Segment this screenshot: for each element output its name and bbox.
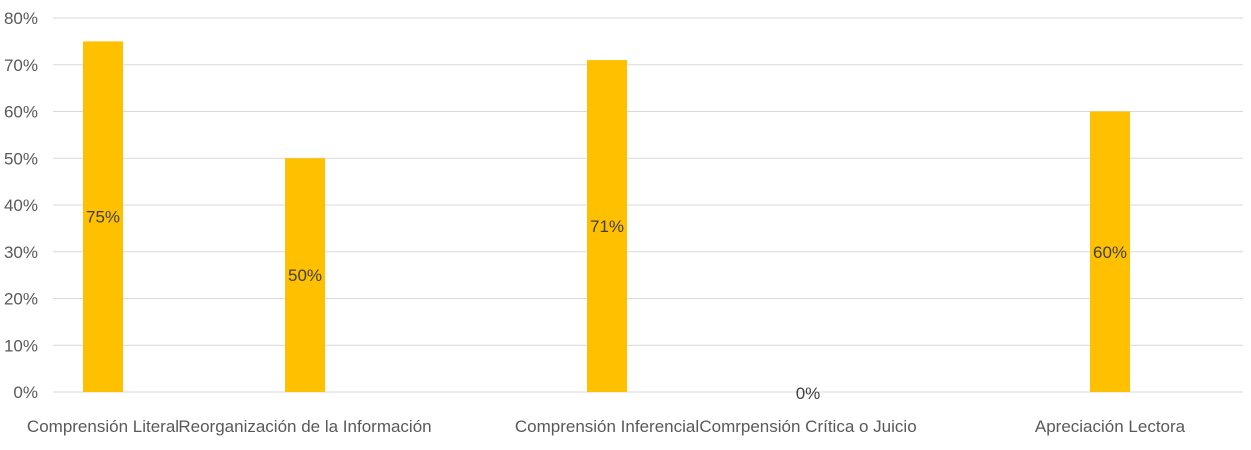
y-tick-label: 40%	[4, 196, 38, 215]
y-tick-label: 0%	[13, 383, 38, 402]
x-tick-label: Apreciación Lectora	[1035, 417, 1186, 436]
data-label: 75%	[86, 208, 120, 227]
y-tick-label: 20%	[4, 290, 38, 309]
y-tick-label: 70%	[4, 56, 38, 75]
x-tick-label: Comprensión Inferencial	[515, 417, 699, 436]
bar	[1090, 111, 1130, 392]
data-label: 50%	[288, 266, 322, 285]
x-axis-ticks: Comprensión Literal Reorganización de la …	[27, 417, 1186, 436]
y-tick-label: 50%	[4, 149, 38, 168]
bar	[285, 158, 325, 392]
bar	[83, 41, 123, 392]
x-tick-label: Comrpensión Crítica o Juicio	[699, 417, 916, 436]
data-label: 60%	[1093, 243, 1127, 262]
data-label: 0%	[796, 384, 821, 403]
data-label: 71%	[590, 217, 624, 236]
y-tick-label: 80%	[4, 9, 38, 28]
y-tick-label: 60%	[4, 103, 38, 122]
bar	[587, 60, 627, 392]
bars	[83, 41, 1130, 392]
x-tick-label: Comprensión Literal	[27, 417, 179, 436]
data-labels: 75% 50% 71% 0% 60%	[86, 208, 1127, 403]
gridlines	[53, 17, 1243, 393]
y-tick-label: 10%	[4, 336, 38, 355]
y-axis-ticks: 0% 10% 20% 30% 40% 50% 60% 70% 80%	[4, 9, 38, 402]
y-tick-label: 30%	[4, 243, 38, 262]
x-tick-label: Reorganización de la Información	[178, 417, 431, 436]
